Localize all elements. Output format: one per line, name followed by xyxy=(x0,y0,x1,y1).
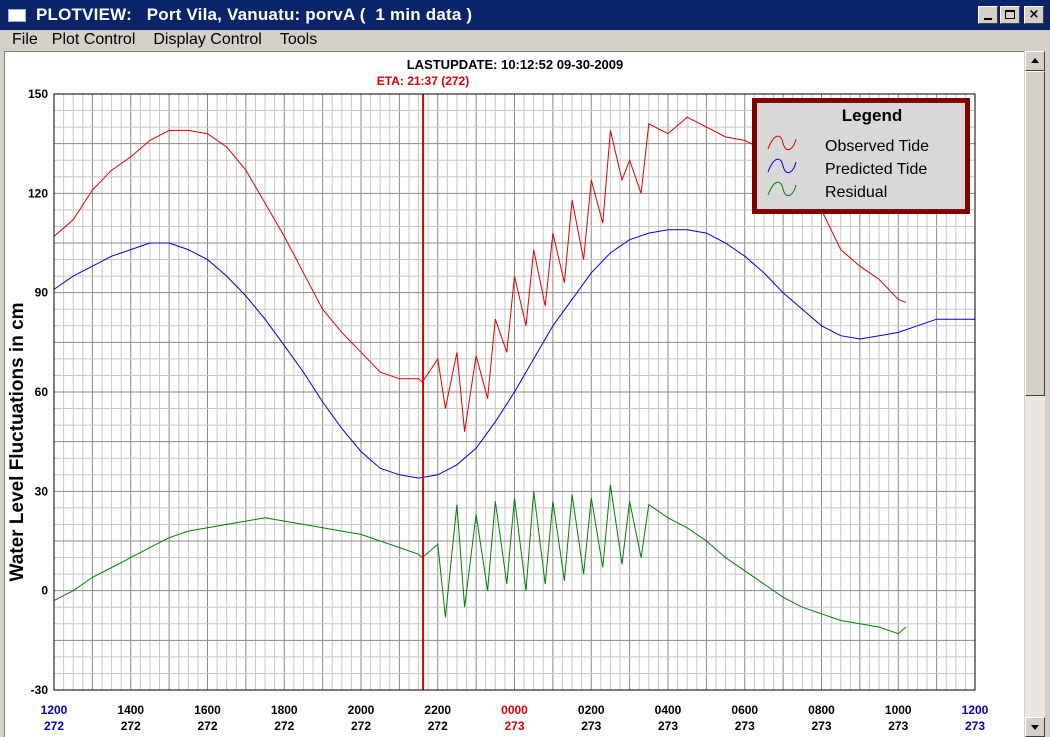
x-tick-time-label: 2000 xyxy=(348,703,375,717)
y-axis-label: Water Level Fluctuations in cm xyxy=(7,302,28,581)
x-tick-time-label: 0400 xyxy=(655,703,682,717)
menu-display-control[interactable]: Display Control xyxy=(153,31,262,48)
title-bar: PLOTVIEW: Port Vila, Vanuatu: porvA ( 1 … xyxy=(0,0,1050,30)
legend-predicted-swatch xyxy=(767,158,797,174)
minimize-button[interactable] xyxy=(978,6,998,24)
plot-border xyxy=(53,93,976,691)
app-icon xyxy=(8,8,26,22)
x-tick-time-label: 0800 xyxy=(808,703,835,717)
x-tick-time-label: 1400 xyxy=(117,703,144,717)
tide-chart: -30 0 30 60 90 120 150 1200 272 1400 272 1600 272 180… xyxy=(7,57,989,733)
x-tick-time-label: 0200 xyxy=(578,703,605,717)
y-tick-label: 60 xyxy=(35,385,49,399)
chart-series xyxy=(53,94,975,690)
minimize-icon xyxy=(984,18,992,20)
menu-plot-control[interactable]: Plot Control xyxy=(51,31,136,48)
last-update-label: LASTUPDATE: 10:12:52 09-30-2009 xyxy=(407,57,624,72)
eta-label: ETA: 21:37 (272) xyxy=(377,74,469,88)
arrow-down-icon xyxy=(1031,725,1039,730)
x-tick-day-label: 272 xyxy=(351,719,371,733)
x-tick-time-label: 0600 xyxy=(731,703,758,717)
x-tick-time-label: 1800 xyxy=(271,703,298,717)
observed-tide-line xyxy=(53,116,907,432)
x-tick-time-label: 1200 xyxy=(41,703,68,717)
x-tick-day-label: 272 xyxy=(44,719,64,733)
x-tick-day-label: 273 xyxy=(965,719,985,733)
x-tick-time-label: 1000 xyxy=(885,703,912,717)
scroll-thumb[interactable] xyxy=(1025,71,1045,396)
scroll-up-button[interactable] xyxy=(1025,51,1045,71)
window-controls: × xyxy=(978,6,1044,24)
x-tick-day-label: 272 xyxy=(197,719,217,733)
x-tick-time-label: 1200 xyxy=(962,703,989,717)
x-tick-time-label: 2200 xyxy=(424,703,451,717)
legend-title: Legend xyxy=(842,106,902,125)
legend-observed-swatch xyxy=(767,135,797,151)
legend-residual-label: Residual xyxy=(825,184,887,201)
x-tick-day-label: 273 xyxy=(811,719,831,733)
x-tick-day-label: 272 xyxy=(274,719,294,733)
x-tick-day-label: 273 xyxy=(581,719,601,733)
legend-residual-swatch xyxy=(767,181,797,197)
close-button[interactable]: × xyxy=(1024,6,1044,24)
y-tick-label: 90 xyxy=(35,286,49,300)
y-tick-label: 150 xyxy=(28,87,48,101)
window-title: PLOTVIEW: Port Vila, Vanuatu: porvA ( 1 … xyxy=(36,5,473,24)
x-tick-day-label: 272 xyxy=(428,719,448,733)
maximize-button[interactable] xyxy=(1000,6,1020,24)
legend-box xyxy=(757,103,965,209)
menu-bar: File Plot Control Display Control Tools xyxy=(0,30,1050,50)
maximize-icon xyxy=(1005,10,1015,19)
y-tick-label: 120 xyxy=(28,186,48,200)
menu-tools[interactable]: Tools xyxy=(279,31,318,48)
plot-area: -30 0 30 60 90 120 150 1200 272 1400 272 1600 272 180… xyxy=(4,51,1024,737)
y-tick-label: 0 xyxy=(41,584,48,598)
predicted-tide-line xyxy=(53,229,975,479)
x-tick-time-label: 0000 xyxy=(501,703,528,717)
y-tick-label: 30 xyxy=(35,484,49,498)
x-tick-day-label: 273 xyxy=(888,719,908,733)
scroll-down-button[interactable] xyxy=(1025,717,1045,737)
x-tick-day-label: 273 xyxy=(658,719,678,733)
chart-axes: -30 0 30 60 90 120 150 1200 272 1400 272 1600 272 180… xyxy=(28,87,989,733)
x-tick-day-label: 273 xyxy=(735,719,755,733)
close-icon: × xyxy=(1028,7,1040,22)
arrow-up-icon xyxy=(1031,58,1039,63)
y-tick-label: -30 xyxy=(31,683,49,697)
residual-line xyxy=(53,484,907,635)
menu-file[interactable]: File xyxy=(12,31,38,48)
legend: Legend Observed Tide Predicted Tide Resi… xyxy=(752,98,970,214)
x-tick-day-label: 272 xyxy=(121,719,141,733)
legend-predicted-label: Predicted Tide xyxy=(825,161,927,178)
legend-observed-label: Observed Tide xyxy=(825,138,929,155)
vertical-scrollbar[interactable] xyxy=(1025,51,1045,737)
x-tick-time-label: 1600 xyxy=(194,703,221,717)
x-tick-day-label: 273 xyxy=(504,719,524,733)
